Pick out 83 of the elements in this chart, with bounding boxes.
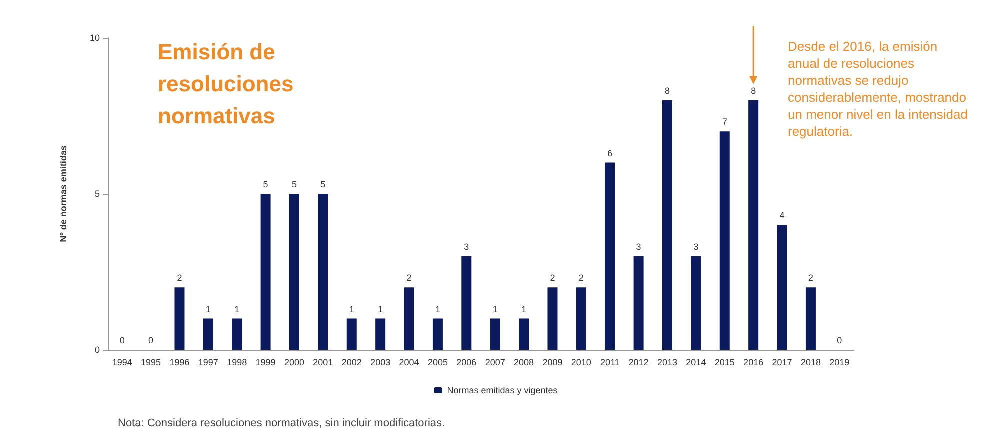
bar bbox=[605, 162, 616, 350]
text: Emisión de resoluciones normativas bbox=[158, 40, 300, 128]
bar bbox=[318, 194, 328, 350]
bar bbox=[519, 318, 530, 350]
x-tick-label: 1999 bbox=[256, 358, 276, 368]
bar bbox=[203, 318, 214, 350]
data-label: 1 bbox=[206, 304, 211, 314]
data-label: 5 bbox=[292, 180, 298, 190]
bar bbox=[346, 318, 357, 350]
data-label: 5 bbox=[263, 180, 268, 190]
x-tick-label: 2017 bbox=[772, 358, 792, 368]
data-label: 1 bbox=[435, 304, 440, 314]
data-label: 2 bbox=[808, 273, 814, 284]
data-label: 1 bbox=[492, 304, 498, 314]
x-tick-label: 2016 bbox=[744, 358, 764, 368]
data-label: 1 bbox=[234, 304, 240, 314]
x-tick-label: 2006 bbox=[456, 358, 477, 368]
bar bbox=[404, 288, 414, 350]
bar bbox=[432, 318, 443, 350]
bar bbox=[691, 256, 702, 350]
x-tick-label: 2010 bbox=[571, 358, 592, 368]
data-label: 2 bbox=[406, 273, 412, 284]
x-tick-label: 2004 bbox=[399, 358, 420, 368]
x-tick-label: 1996 bbox=[170, 358, 190, 368]
bar bbox=[462, 256, 472, 350]
bar bbox=[634, 256, 644, 350]
y-axis-title: Nº de normas emitidas bbox=[58, 146, 68, 242]
bar bbox=[777, 225, 788, 350]
bar bbox=[232, 318, 242, 350]
bar bbox=[376, 318, 386, 350]
x-tick-label: 2008 bbox=[514, 358, 534, 368]
bar bbox=[490, 318, 500, 350]
x-tick-label: 2014 bbox=[686, 358, 706, 368]
data-label: 0 bbox=[148, 336, 154, 346]
x-tick-label: 2003 bbox=[370, 358, 391, 368]
x-tick-label: 2000 bbox=[284, 358, 305, 368]
y-tick-label: 0 bbox=[94, 345, 100, 355]
data-label: 7 bbox=[722, 117, 728, 128]
bar bbox=[260, 194, 271, 350]
x-tick-label: 2012 bbox=[628, 358, 649, 368]
data-label: 1 bbox=[378, 304, 384, 314]
x-tick-label: 2015 bbox=[714, 358, 735, 368]
data-label: 4 bbox=[780, 210, 785, 221]
data-label: 5 bbox=[320, 180, 326, 190]
bar bbox=[548, 288, 558, 350]
data-label: 3 bbox=[636, 242, 642, 252]
bar bbox=[290, 194, 300, 350]
x-tick-label: 2005 bbox=[428, 358, 448, 368]
x-tick-label: 1994 bbox=[112, 358, 132, 368]
x-tick-label: 2007 bbox=[485, 358, 506, 368]
bar bbox=[662, 100, 672, 350]
data-label: 1 bbox=[522, 304, 527, 314]
x-tick-label: 2011 bbox=[600, 358, 620, 368]
bar bbox=[174, 288, 185, 350]
x-tick-label: 2019 bbox=[830, 358, 850, 368]
data-label: 6 bbox=[608, 148, 613, 158]
data-label: 0 bbox=[120, 336, 125, 346]
data-label: 1 bbox=[349, 304, 354, 314]
data-label: 2 bbox=[177, 273, 182, 284]
x-tick-label: 2001 bbox=[313, 358, 334, 368]
x-tick-label: 2009 bbox=[542, 358, 563, 368]
bar bbox=[748, 100, 759, 350]
x-tick-label: 2013 bbox=[657, 358, 678, 368]
x-tick-label: 1998 bbox=[227, 358, 248, 368]
annotation: Desde el 2016, la emisión anual de resoluciones normativas se redujo considerablemente, mostrando un menor nivel en la intensidad regulatoria. bbox=[788, 39, 972, 139]
data-label: 2 bbox=[550, 273, 556, 284]
data-label: 0 bbox=[837, 336, 842, 346]
legend-label: Normas emitidas y vigentes bbox=[447, 386, 558, 396]
data-label: 3 bbox=[464, 242, 470, 252]
x-tick-label: 1995 bbox=[141, 358, 162, 368]
y-tick-label: 10 bbox=[90, 33, 100, 43]
data-label: 3 bbox=[694, 242, 699, 252]
data-label: 2 bbox=[578, 273, 584, 284]
bar bbox=[576, 288, 586, 350]
data-label: 8 bbox=[751, 86, 756, 96]
y-tick-label: 5 bbox=[94, 189, 100, 199]
x-tick-label: 2018 bbox=[800, 358, 821, 368]
data-label: 8 bbox=[664, 86, 670, 96]
bar bbox=[806, 288, 816, 350]
text: Nota: Considera resoluciones normativas, sin incluir modificatorias. bbox=[118, 418, 446, 430]
x-tick-label: 2002 bbox=[342, 358, 362, 368]
bar bbox=[720, 132, 730, 350]
x-tick-label: 1997 bbox=[198, 358, 218, 368]
